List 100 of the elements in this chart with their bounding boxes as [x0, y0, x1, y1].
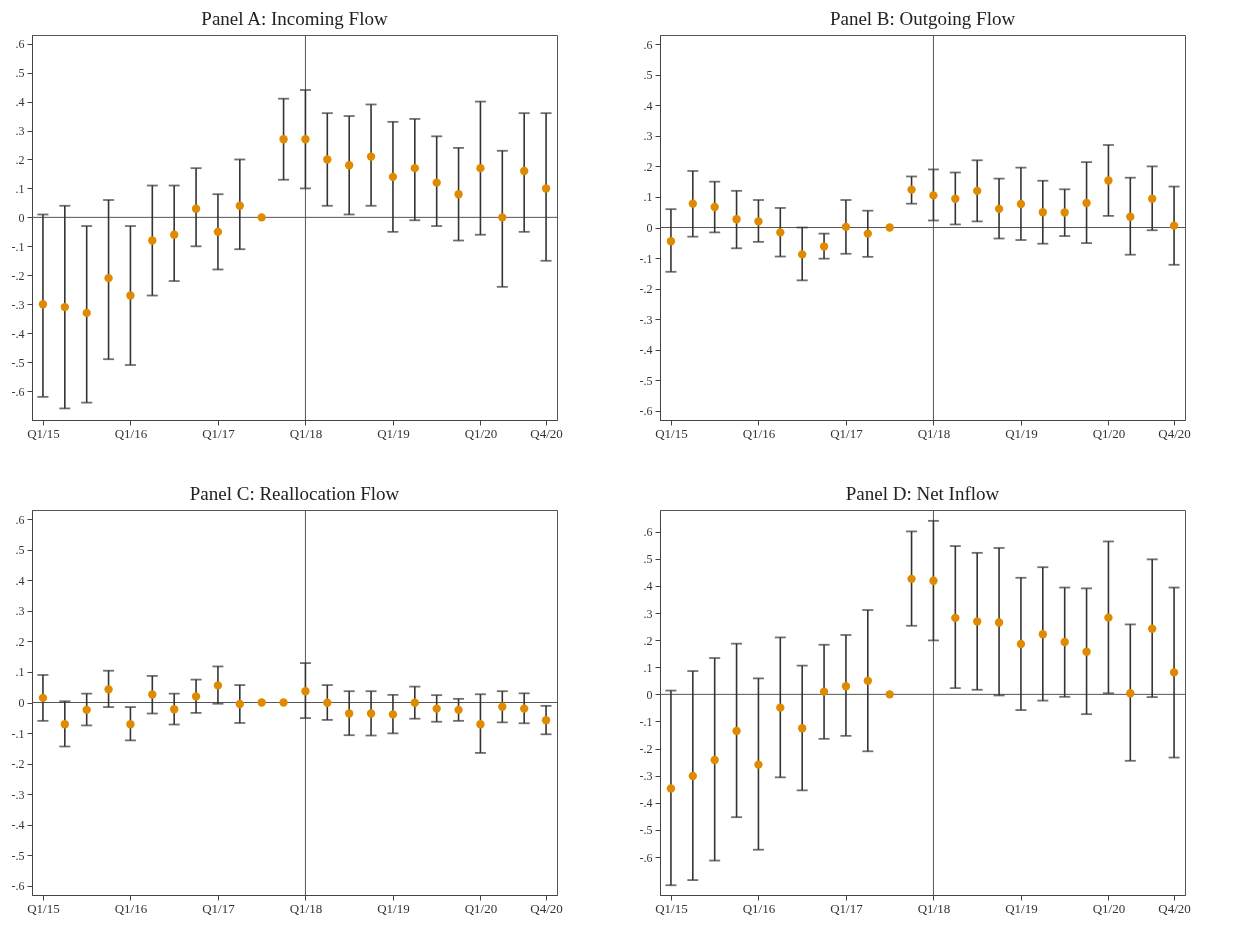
y-tick-label: .1: [15, 181, 25, 196]
point: [1038, 208, 1047, 217]
point: [1016, 199, 1026, 209]
y-tick-label: -.5: [11, 355, 25, 370]
point: [498, 702, 507, 711]
point: [754, 217, 763, 226]
point: [541, 184, 551, 193]
chart-title: Panel D: Net Inflow: [845, 482, 1000, 504]
point: [951, 194, 960, 203]
point: [476, 720, 485, 729]
point: [170, 230, 179, 239]
point: [776, 228, 785, 237]
y-tick-label: -.1: [11, 726, 25, 741]
y-tick-label: .2: [15, 634, 25, 649]
point: [301, 687, 310, 696]
point: [1126, 212, 1135, 221]
point: [973, 617, 982, 626]
x-tick-label: Q1/20: [464, 425, 498, 441]
x-tick-label: Q1/17: [830, 900, 864, 916]
point: [885, 690, 894, 699]
y-tick-label: .4: [643, 579, 653, 594]
y-tick-label: -.5: [11, 848, 25, 863]
point: [1016, 639, 1026, 649]
point: [951, 613, 960, 623]
point: [1169, 668, 1179, 677]
y-tick-label: .6: [643, 525, 653, 540]
x-tick-label: Q1/17: [202, 425, 236, 441]
x-tick-label: Q1/16: [742, 900, 776, 916]
chart-title: Panel B: Outgoing Flow: [829, 7, 1016, 29]
y-tick-label: .3: [15, 124, 25, 139]
point: [170, 705, 179, 714]
point: [432, 704, 441, 713]
point: [104, 685, 113, 694]
y-tick-label: -.2: [639, 282, 653, 297]
y-tick-label: -.6: [11, 879, 25, 894]
x-tick-label: Q1/15: [27, 425, 60, 441]
point: [82, 705, 91, 715]
x-tick-label: Q1/16: [114, 900, 148, 916]
point: [732, 215, 741, 224]
point: [323, 698, 332, 707]
point: [126, 291, 135, 300]
point: [498, 213, 507, 222]
point: [1060, 637, 1069, 647]
x-tick-label: Q1/16: [742, 425, 776, 441]
y-tick-label: -.3: [639, 769, 653, 784]
point: [994, 204, 1004, 214]
y-tick-label: .4: [15, 95, 25, 110]
y-tick-label: .2: [643, 633, 653, 648]
y-tick-label: -.6: [639, 404, 653, 419]
point: [1038, 630, 1047, 639]
y-tick-label: -.6: [639, 850, 653, 865]
point: [60, 720, 69, 729]
x-tick-label: Q1/19: [377, 900, 410, 916]
y-tick-label: .5: [643, 552, 653, 567]
y-tick-label: .3: [643, 129, 653, 144]
x-tick-label: Q1/20: [1092, 425, 1126, 441]
point: [1148, 194, 1157, 203]
point: [863, 676, 872, 685]
point: [257, 698, 266, 707]
y-tick-label: -.3: [639, 312, 653, 327]
y-tick-label: -.4: [639, 796, 653, 811]
point: [388, 710, 398, 719]
point: [213, 227, 223, 237]
point: [126, 720, 135, 729]
point: [819, 687, 829, 696]
point: [104, 273, 113, 283]
chart-title: Panel C: Reallocation Flow: [189, 482, 400, 504]
point: [732, 726, 741, 736]
y-tick-label: 0: [646, 221, 653, 235]
point: [235, 699, 244, 709]
y-tick-label: -.5: [639, 373, 653, 388]
point: [907, 185, 916, 194]
y-tick-label: .3: [15, 604, 25, 619]
point: [841, 222, 851, 232]
point: [666, 237, 676, 246]
y-tick-label: -.2: [11, 268, 25, 283]
point: [754, 760, 763, 769]
x-tick-label: Q1/18: [289, 900, 323, 916]
y-tick-label: -.2: [639, 742, 653, 757]
point: [885, 223, 894, 232]
y-tick-label: .1: [15, 665, 25, 680]
y-tick-label: .3: [643, 606, 653, 621]
point: [798, 250, 807, 259]
x-tick-label: Q1/17: [202, 900, 236, 916]
point: [1060, 208, 1069, 217]
y-tick-label: -.1: [639, 714, 653, 729]
x-tick-label: Q4/20: [530, 900, 563, 916]
point: [710, 202, 719, 212]
point: [454, 705, 463, 715]
point: [1082, 198, 1091, 208]
point: [907, 574, 916, 584]
point: [1104, 176, 1113, 185]
y-tick-label: .4: [15, 573, 25, 588]
x-tick-label: Q1/17: [830, 425, 864, 441]
point: [410, 698, 419, 707]
point: [38, 300, 48, 309]
point: [323, 155, 332, 164]
point: [345, 161, 354, 170]
point: [1082, 647, 1091, 656]
y-tick-label: .2: [643, 159, 653, 174]
